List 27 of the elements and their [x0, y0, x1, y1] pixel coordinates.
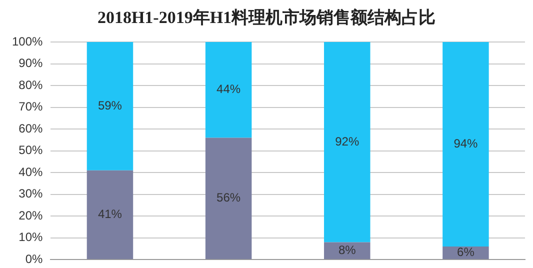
bar — [205, 42, 252, 138]
data-label: 59% — [98, 98, 122, 113]
y-tick-label: 100% — [12, 34, 44, 48]
data-label: 94% — [454, 136, 478, 151]
data-label: 56% — [216, 190, 241, 205]
data-label: 41% — [98, 207, 122, 222]
chart-title: 2018H1-2019年H1料理机市场销售额结构占比 — [96, 7, 437, 29]
y-tick-label: 10% — [18, 230, 44, 244]
data-label: 8% — [338, 242, 356, 257]
bar — [324, 42, 370, 242]
y-tick-label: 80% — [18, 78, 44, 92]
y-tick-label: 40% — [18, 164, 44, 179]
y-tick-label: 20% — [18, 208, 44, 222]
bar — [86, 170, 134, 260]
y-tick-label: 90% — [18, 56, 44, 70]
data-label: 44% — [216, 82, 241, 96]
bar — [86, 42, 134, 170]
data-label: 92% — [335, 134, 360, 148]
y-tick-label: 50% — [18, 143, 44, 158]
data-label: 6% — [457, 245, 475, 260]
bar — [205, 138, 252, 260]
bar — [324, 242, 370, 260]
y-tick-label: 0% — [25, 252, 44, 266]
y-tick-label: 30% — [18, 186, 44, 201]
y-tick-label: 60% — [18, 121, 44, 136]
y-tick-label: 70% — [18, 100, 44, 114]
bar — [442, 42, 489, 247]
